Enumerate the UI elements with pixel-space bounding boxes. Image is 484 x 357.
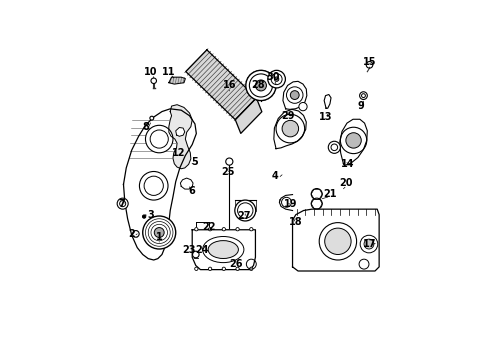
Text: 24: 24 (195, 245, 208, 255)
Polygon shape (168, 105, 192, 169)
Circle shape (274, 77, 278, 81)
Circle shape (154, 227, 164, 237)
Circle shape (208, 227, 212, 231)
Circle shape (192, 251, 198, 258)
Polygon shape (235, 98, 261, 134)
Text: 28: 28 (251, 80, 264, 90)
Circle shape (255, 80, 266, 91)
Circle shape (365, 61, 372, 68)
Text: 26: 26 (229, 259, 242, 269)
Circle shape (222, 227, 225, 231)
Circle shape (267, 70, 285, 88)
Circle shape (139, 171, 167, 200)
Text: 14: 14 (340, 159, 353, 169)
Circle shape (311, 198, 321, 209)
Circle shape (328, 141, 340, 154)
Circle shape (363, 239, 373, 249)
Polygon shape (273, 109, 306, 149)
Circle shape (345, 133, 361, 148)
Text: 22: 22 (201, 222, 215, 232)
Text: 3: 3 (147, 210, 154, 220)
Circle shape (132, 231, 139, 237)
Text: 1: 1 (155, 232, 162, 242)
Text: 20: 20 (339, 178, 352, 188)
Text: 16: 16 (222, 80, 236, 90)
Text: 27: 27 (237, 211, 251, 221)
Text: 29: 29 (281, 111, 295, 121)
Polygon shape (185, 50, 256, 120)
Text: 18: 18 (288, 216, 302, 227)
Circle shape (142, 216, 175, 249)
Polygon shape (123, 109, 196, 260)
Text: 2: 2 (128, 229, 135, 239)
Circle shape (234, 200, 255, 221)
Circle shape (222, 267, 225, 271)
Text: 19: 19 (284, 198, 297, 208)
Text: 9: 9 (357, 101, 364, 111)
Circle shape (290, 91, 299, 100)
Text: 7: 7 (119, 198, 125, 208)
Circle shape (150, 116, 153, 120)
Circle shape (225, 158, 232, 165)
Circle shape (282, 120, 298, 137)
Polygon shape (292, 209, 378, 271)
Circle shape (298, 102, 306, 111)
Text: 21: 21 (322, 189, 336, 199)
Circle shape (249, 227, 253, 231)
Polygon shape (180, 178, 193, 189)
Text: 23: 23 (182, 245, 196, 255)
Circle shape (324, 228, 350, 255)
Polygon shape (339, 119, 366, 165)
Circle shape (117, 198, 128, 209)
Text: 10: 10 (144, 67, 157, 77)
Text: 6: 6 (188, 186, 195, 196)
Polygon shape (323, 95, 331, 108)
Polygon shape (192, 230, 255, 270)
Circle shape (194, 227, 197, 231)
Ellipse shape (208, 241, 238, 258)
Circle shape (208, 267, 212, 271)
Circle shape (151, 78, 156, 84)
Circle shape (145, 125, 173, 153)
Text: 15: 15 (362, 57, 376, 67)
Text: 30: 30 (266, 72, 279, 82)
Circle shape (249, 267, 253, 271)
Text: 8: 8 (142, 122, 149, 132)
Text: 11: 11 (162, 67, 175, 77)
Circle shape (359, 92, 366, 100)
Text: 4: 4 (271, 171, 277, 181)
Text: 5: 5 (191, 157, 198, 167)
Circle shape (194, 267, 197, 271)
Circle shape (235, 227, 239, 231)
Circle shape (142, 215, 146, 218)
Text: 17: 17 (362, 238, 376, 248)
Circle shape (311, 188, 321, 200)
Polygon shape (175, 127, 184, 136)
Circle shape (245, 70, 275, 101)
Text: 25: 25 (221, 167, 234, 177)
Polygon shape (282, 81, 306, 109)
Circle shape (235, 267, 239, 271)
Polygon shape (168, 77, 185, 84)
Text: 12: 12 (171, 148, 185, 158)
Text: 13: 13 (318, 112, 332, 122)
